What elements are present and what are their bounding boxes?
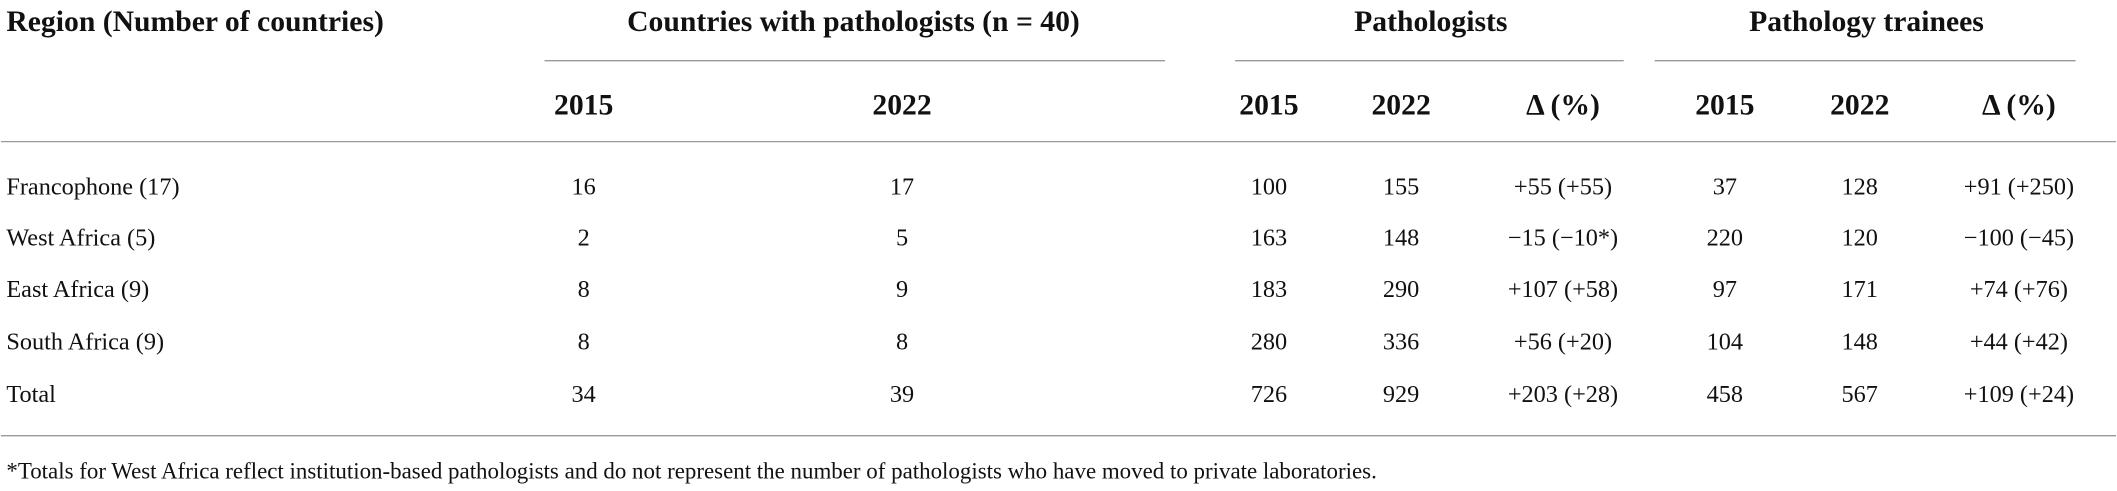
cell: 458 bbox=[1707, 381, 1743, 408]
cell: 155 bbox=[1383, 173, 1419, 200]
footnote: *Totals for West Africa reflect institut… bbox=[6, 459, 1376, 484]
cell: 39 bbox=[890, 381, 914, 408]
cell: −100 (−45) bbox=[1964, 225, 2074, 252]
cell: +44 (+42) bbox=[1970, 329, 2068, 356]
row-label: East Africa (9) bbox=[6, 276, 149, 303]
cell: 183 bbox=[1251, 276, 1287, 303]
row-label: West Africa (5) bbox=[6, 225, 155, 252]
cell: 726 bbox=[1251, 381, 1287, 408]
cell: 120 bbox=[1842, 225, 1878, 252]
cell: 104 bbox=[1707, 329, 1743, 356]
cell: 163 bbox=[1251, 225, 1287, 252]
cell: 148 bbox=[1383, 225, 1419, 252]
column-header: Δ (%) bbox=[1526, 90, 1600, 122]
cell: 290 bbox=[1383, 276, 1419, 303]
cell: 9 bbox=[896, 276, 908, 303]
cell: 171 bbox=[1842, 276, 1878, 303]
cell: 8 bbox=[578, 276, 590, 303]
group-header: Pathology trainees bbox=[1749, 6, 1984, 38]
cell: +109 (+24) bbox=[1964, 381, 2074, 408]
column-header: 2015 bbox=[1239, 90, 1298, 122]
cell: +55 (+55) bbox=[1514, 173, 1612, 200]
cell: 8 bbox=[578, 329, 590, 356]
cell: 336 bbox=[1383, 329, 1419, 356]
column-header: Δ (%) bbox=[1982, 90, 2056, 122]
region-header: Region (Number of countries) bbox=[6, 6, 384, 38]
column-header: 2015 bbox=[554, 90, 613, 122]
cell: 929 bbox=[1383, 381, 1419, 408]
column-header: 2022 bbox=[1830, 90, 1889, 122]
cell: +91 (+250) bbox=[1964, 173, 2074, 200]
cell: 100 bbox=[1251, 173, 1287, 200]
cell: 220 bbox=[1707, 225, 1743, 252]
cell: +56 (+20) bbox=[1514, 329, 1612, 356]
cell: 5 bbox=[896, 225, 908, 252]
group-header: Pathologists bbox=[1354, 6, 1507, 38]
cell: +203 (+28) bbox=[1508, 381, 1618, 408]
cell: 567 bbox=[1842, 381, 1878, 408]
cell: −15 (−10*) bbox=[1508, 225, 1618, 252]
cell: +74 (+76) bbox=[1970, 276, 2068, 303]
cell: +107 (+58) bbox=[1508, 276, 1618, 303]
cell: 17 bbox=[890, 173, 914, 200]
cell: 128 bbox=[1842, 173, 1878, 200]
cell: 8 bbox=[896, 329, 908, 356]
cell: 148 bbox=[1842, 329, 1878, 356]
row-label: South Africa (9) bbox=[6, 329, 164, 356]
cell: 2 bbox=[578, 225, 590, 252]
column-header: 2022 bbox=[872, 90, 931, 122]
row-label: Francophone (17) bbox=[6, 173, 179, 200]
cell: 34 bbox=[572, 381, 596, 408]
row-label: Total bbox=[6, 381, 56, 408]
column-header: 2015 bbox=[1695, 90, 1754, 122]
cell: 16 bbox=[572, 173, 596, 200]
column-header: 2022 bbox=[1371, 90, 1430, 122]
cell: 280 bbox=[1251, 329, 1287, 356]
cell: 97 bbox=[1713, 276, 1737, 303]
group-header: Countries with pathologists (n = 40) bbox=[627, 6, 1080, 38]
cell: 37 bbox=[1713, 173, 1737, 200]
